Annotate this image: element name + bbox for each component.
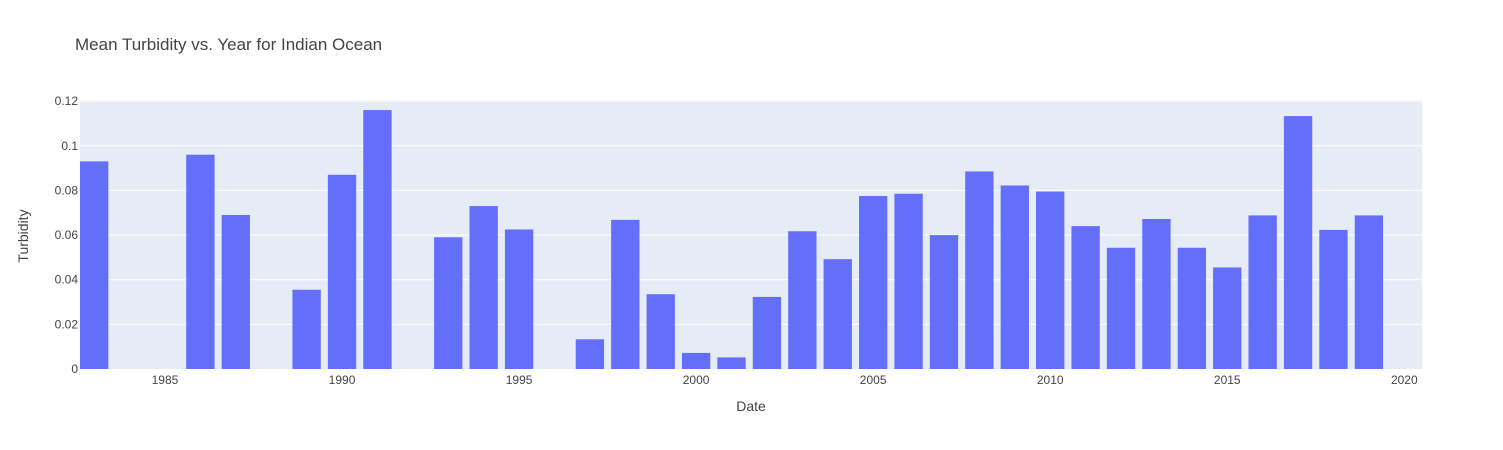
- bar-2003: [788, 231, 817, 369]
- y-tick-label: 0.12: [55, 94, 79, 108]
- bar-2004: [823, 259, 852, 369]
- bar-2012: [1106, 247, 1136, 369]
- x-tick-labels: 1985 1990 1995 2000 2005 2010 2015 2020: [152, 373, 1418, 387]
- bar-2013: [1142, 218, 1171, 369]
- y-tick-label: 0.02: [55, 317, 79, 331]
- bar-1994: [469, 206, 498, 369]
- bar-1991: [363, 110, 392, 369]
- bar-2010: [1036, 191, 1065, 369]
- y-tick-label: 0.08: [55, 183, 79, 197]
- bar-2006: [894, 193, 923, 369]
- bar-2016: [1248, 215, 1277, 369]
- bar-2009: [1000, 185, 1029, 369]
- x-tick-label: 2005: [860, 373, 887, 387]
- y-tick-label: 0.1: [61, 139, 78, 153]
- bar-2014: [1177, 247, 1207, 369]
- x-tick-label: 1990: [329, 373, 356, 387]
- bar-1990: [327, 174, 357, 369]
- x-tick-label: 1985: [152, 373, 179, 387]
- bar-2015: [1213, 267, 1242, 369]
- bar-2017: [1283, 116, 1313, 369]
- bar-2005: [858, 195, 888, 369]
- x-tick-label: 2000: [683, 373, 710, 387]
- bar-1999: [646, 294, 675, 369]
- bar-1987: [221, 214, 250, 369]
- bar-2007: [929, 235, 959, 369]
- y-tick-label: 0: [71, 362, 78, 376]
- y-tick-label: 0.06: [55, 228, 79, 242]
- bar-1998: [611, 219, 640, 369]
- bar-2011: [1071, 226, 1100, 369]
- x-tick-label: 2020: [1391, 373, 1418, 387]
- x-tick-label: 2010: [1037, 373, 1064, 387]
- x-tick-label: 1995: [506, 373, 533, 387]
- bar-2001: [717, 357, 746, 369]
- bar-2019: [1354, 215, 1384, 369]
- bar-1983: [80, 161, 109, 369]
- bar-2002: [752, 296, 782, 369]
- chart-title: Mean Turbidity vs. Year for Indian Ocean: [75, 35, 382, 54]
- bar-1997: [575, 339, 605, 369]
- x-tick-label: 2015: [1214, 373, 1241, 387]
- bar-2008: [965, 171, 994, 369]
- y-axis-title: Turbidity: [15, 209, 31, 262]
- y-tick-labels: 0 0.02 0.04 0.06 0.08 0.1 0.12: [55, 94, 79, 376]
- bar-1986: [186, 154, 215, 369]
- bar-2000: [681, 352, 711, 369]
- bar-1989: [292, 289, 321, 369]
- bar-2018: [1319, 229, 1348, 369]
- bars: [80, 110, 1384, 369]
- y-tick-label: 0.04: [55, 273, 79, 287]
- bar-1995: [504, 229, 534, 369]
- bar-1993: [434, 237, 463, 369]
- x-axis-title: Date: [736, 398, 766, 414]
